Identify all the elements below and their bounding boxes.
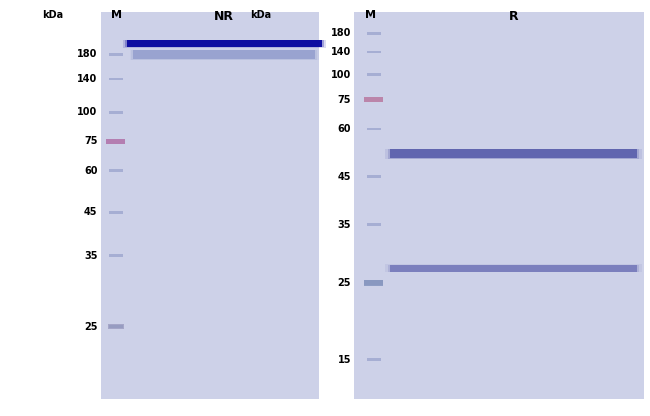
- Text: 45: 45: [337, 172, 351, 182]
- Bar: [390, 265, 637, 272]
- Text: 60: 60: [337, 124, 351, 134]
- Bar: [133, 50, 315, 59]
- Text: 75: 75: [337, 95, 351, 105]
- Text: 15: 15: [337, 355, 351, 365]
- Bar: [367, 73, 381, 77]
- Text: 100: 100: [331, 70, 351, 80]
- Text: 35: 35: [337, 220, 351, 230]
- Bar: [364, 97, 384, 102]
- Bar: [107, 324, 124, 329]
- Text: NR: NR: [214, 10, 234, 23]
- Text: 180: 180: [331, 28, 351, 38]
- Bar: [109, 53, 123, 55]
- Text: 35: 35: [84, 251, 98, 261]
- Bar: [367, 176, 381, 178]
- Bar: [109, 254, 123, 257]
- Bar: [101, 12, 318, 399]
- Bar: [387, 149, 640, 158]
- Bar: [109, 169, 123, 172]
- Bar: [367, 127, 381, 131]
- Text: 75: 75: [84, 136, 98, 146]
- Bar: [109, 210, 123, 214]
- Bar: [354, 12, 644, 399]
- Bar: [367, 223, 381, 226]
- Text: R: R: [509, 10, 518, 23]
- Text: kDa: kDa: [42, 10, 64, 20]
- Bar: [109, 111, 123, 114]
- Bar: [125, 40, 324, 47]
- Text: 25: 25: [84, 322, 98, 332]
- Text: 180: 180: [77, 49, 98, 59]
- Bar: [364, 280, 384, 285]
- Bar: [127, 40, 322, 47]
- Text: 45: 45: [84, 207, 98, 217]
- Text: 60: 60: [84, 166, 98, 176]
- Text: M: M: [365, 10, 376, 20]
- Text: 140: 140: [77, 74, 98, 84]
- Bar: [106, 139, 125, 144]
- Bar: [364, 280, 384, 286]
- Text: 100: 100: [77, 107, 98, 117]
- Bar: [109, 77, 123, 80]
- Bar: [387, 265, 640, 272]
- Text: 25: 25: [337, 278, 351, 288]
- Bar: [385, 265, 642, 272]
- Bar: [390, 149, 637, 158]
- Text: 140: 140: [331, 47, 351, 57]
- Bar: [131, 50, 317, 59]
- Bar: [129, 50, 319, 59]
- Text: M: M: [112, 10, 122, 20]
- Bar: [367, 50, 381, 53]
- Text: kDa: kDa: [250, 10, 272, 20]
- Bar: [367, 358, 381, 361]
- Bar: [367, 32, 381, 35]
- Bar: [109, 325, 123, 328]
- Bar: [385, 149, 642, 158]
- Bar: [123, 40, 326, 47]
